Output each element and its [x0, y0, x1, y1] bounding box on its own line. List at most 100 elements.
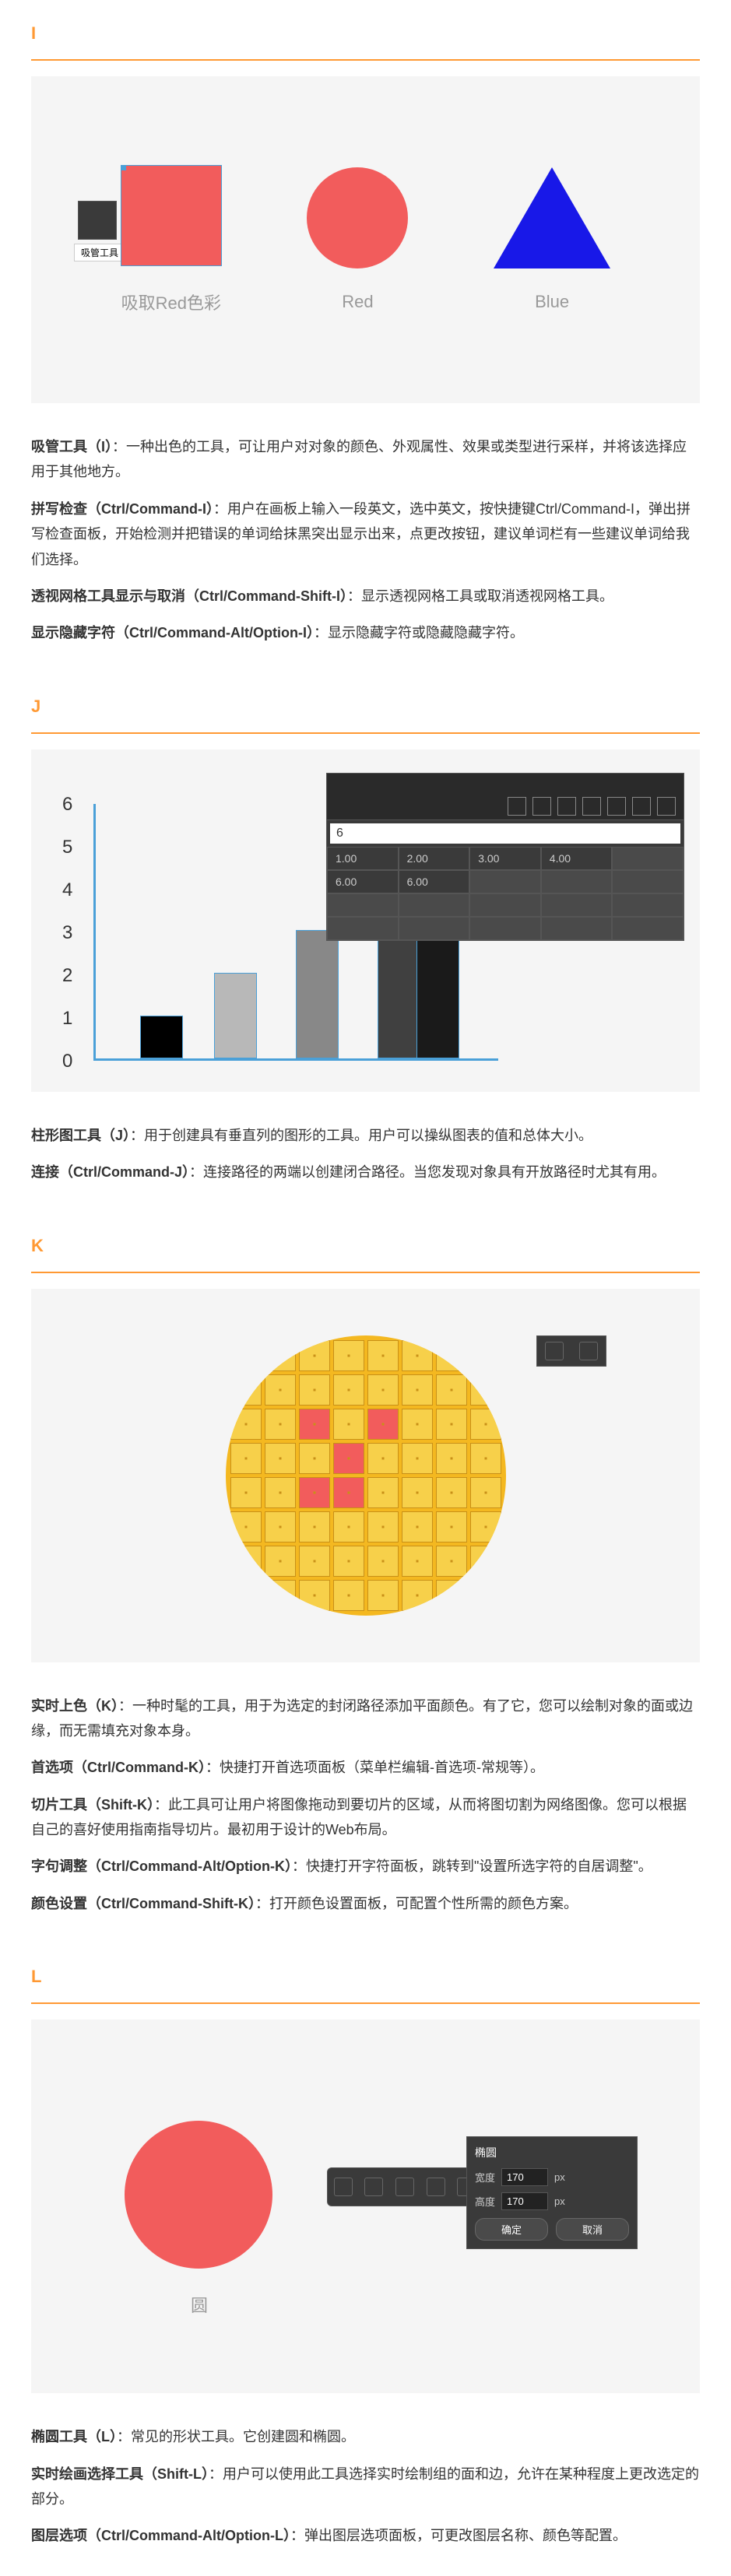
data-cell[interactable]	[612, 917, 684, 940]
eyedropper-tool-panel[interactable]	[78, 201, 117, 240]
wafer-cell	[333, 1443, 364, 1474]
divider	[31, 2002, 700, 2004]
wafer-cell	[299, 1409, 330, 1440]
wafer-cell	[436, 1477, 467, 1508]
wafer-cell	[402, 1477, 433, 1508]
y-tick: 6	[62, 794, 72, 816]
tool-icon[interactable]	[545, 1342, 564, 1360]
wafer-cell	[436, 1340, 467, 1371]
chart-bar	[296, 930, 339, 1058]
y-tick: 0	[62, 1051, 72, 1072]
wafer-cell	[265, 1477, 296, 1508]
wafer-cell	[265, 1580, 296, 1611]
shape-group-circle: Red	[307, 167, 408, 312]
illustration-k	[31, 1289, 700, 1662]
wafer-cell	[367, 1580, 399, 1611]
desc-line: 实时上色（K）：一种时髦的工具，用于为选定的封闭路径添加平面颜色。有了它，您可以…	[31, 1693, 700, 1744]
desc-line: 显示隐藏字符（Ctrl/Command-Alt/Option-I）：显示隐藏字符…	[31, 620, 700, 645]
y-tick: 5	[62, 837, 72, 858]
chart-icon[interactable]	[508, 797, 526, 816]
data-cell[interactable]	[327, 893, 399, 917]
desc-line: 颜色设置（Ctrl/Command-Shift-K）：打开颜色设置面板，可配置个…	[31, 1891, 700, 1916]
ellipse-properties-panel[interactable]: 椭圆 宽度 170 px 高度 170 px 确定 取消	[466, 2136, 638, 2249]
wafer-cell	[470, 1477, 501, 1508]
wafer-cell	[230, 1546, 262, 1577]
wafer-cell	[436, 1409, 467, 1440]
data-cell[interactable]	[541, 870, 613, 893]
data-cell[interactable]	[612, 847, 684, 870]
data-cell[interactable]	[399, 893, 470, 917]
data-cell[interactable]	[469, 870, 541, 893]
panel-toolbar	[327, 774, 684, 820]
shape-tool-panel[interactable]	[327, 2167, 483, 2206]
wafer-cell	[436, 1374, 467, 1406]
desc-block-j: 柱形图工具（J）：用于创建具有垂直列的图形的工具。用户可以操纵图表的值和总体大小…	[0, 1107, 731, 1213]
chart-bar	[214, 973, 257, 1058]
data-cell[interactable]: 2.00	[399, 847, 470, 870]
shape-icon[interactable]	[364, 2178, 383, 2196]
red-circle	[307, 167, 408, 268]
data-cell[interactable]	[327, 917, 399, 940]
wafer-cell	[402, 1580, 433, 1611]
tool-panel-k[interactable]	[536, 1335, 606, 1367]
data-cell[interactable]: 6.00	[327, 870, 399, 893]
chart-icon[interactable]	[532, 797, 551, 816]
wafer-cell	[367, 1340, 399, 1371]
data-cell[interactable]	[541, 893, 613, 917]
data-cell[interactable]	[469, 917, 541, 940]
data-cell[interactable]	[612, 870, 684, 893]
tool-icon[interactable]	[579, 1342, 598, 1360]
shape-icon[interactable]	[395, 2178, 414, 2196]
wafer-cell	[333, 1340, 364, 1371]
wafer-cell	[436, 1580, 467, 1611]
live-paint-wafer	[226, 1335, 506, 1616]
divider	[31, 1272, 700, 1273]
height-input[interactable]: 170	[501, 2192, 548, 2210]
wafer-cell	[299, 1340, 330, 1371]
wafer-cell	[470, 1443, 501, 1474]
shape-icon[interactable]	[427, 2178, 445, 2196]
data-cell[interactable]	[399, 917, 470, 940]
shape-group-triangle: Blue	[494, 167, 610, 312]
desc-line: 字句调整（Ctrl/Command-Alt/Option-K）：快捷打开字符面板…	[31, 1854, 700, 1879]
wafer-cell	[265, 1546, 296, 1577]
data-cell[interactable]: 6.00	[399, 870, 470, 893]
chart-icon[interactable]	[632, 797, 651, 816]
desc-line: 连接（Ctrl/Command-J）：连接路径的两端以创建闭合路径。当您发现对象…	[31, 1160, 700, 1184]
cancel-button[interactable]: 取消	[556, 2218, 629, 2241]
data-cell[interactable]	[469, 893, 541, 917]
chart-icon[interactable]	[582, 797, 601, 816]
width-input[interactable]: 170	[501, 2168, 548, 2186]
data-cell[interactable]: 4.00	[541, 847, 613, 870]
wafer-cell	[230, 1443, 262, 1474]
data-cell[interactable]	[612, 893, 684, 917]
shape-icon[interactable]	[334, 2178, 353, 2196]
data-cell[interactable]: 1.00	[327, 847, 399, 870]
wafer-cell	[299, 1443, 330, 1474]
wafer-cell	[333, 1580, 364, 1611]
wafer-cell	[367, 1409, 399, 1440]
data-input[interactable]: 6	[330, 823, 680, 844]
desc-line: 柱形图工具（J）：用于创建具有垂直列的图形的工具。用户可以操纵图表的值和总体大小…	[31, 1123, 700, 1148]
y-tick: 3	[62, 922, 72, 944]
wafer-cell	[230, 1511, 262, 1542]
desc-line: 吸管工具（I）：一种出色的工具，可让用户对对象的颜色、外观属性、效果或类型进行采…	[31, 434, 700, 485]
chart-data-panel[interactable]: 6 1.002.003.004.00 6.006.00	[326, 773, 684, 941]
data-cell[interactable]: 3.00	[469, 847, 541, 870]
chart-bar	[140, 1016, 183, 1058]
y-tick: 2	[62, 965, 72, 987]
chart-icon[interactable]	[657, 797, 676, 816]
circle-label: Red	[342, 292, 373, 312]
wafer-cell	[299, 1580, 330, 1611]
wafer-cell	[265, 1340, 296, 1371]
wafer-cell	[402, 1340, 433, 1371]
chart-icon[interactable]	[607, 797, 626, 816]
width-unit: px	[554, 2171, 565, 2183]
data-cell[interactable]	[541, 917, 613, 940]
ok-button[interactable]: 确定	[475, 2218, 548, 2241]
illustration-j: 0123456 6 1.002.003.004.006.006.00	[31, 749, 700, 1092]
wafer-cell	[367, 1477, 399, 1508]
wafer-cell	[299, 1511, 330, 1542]
chart-icon[interactable]	[557, 797, 576, 816]
desc-line: 实时绘画选择工具（Shift-L）：用户可以使用此工具选择实时绘制组的面和边，允…	[31, 2462, 700, 2512]
